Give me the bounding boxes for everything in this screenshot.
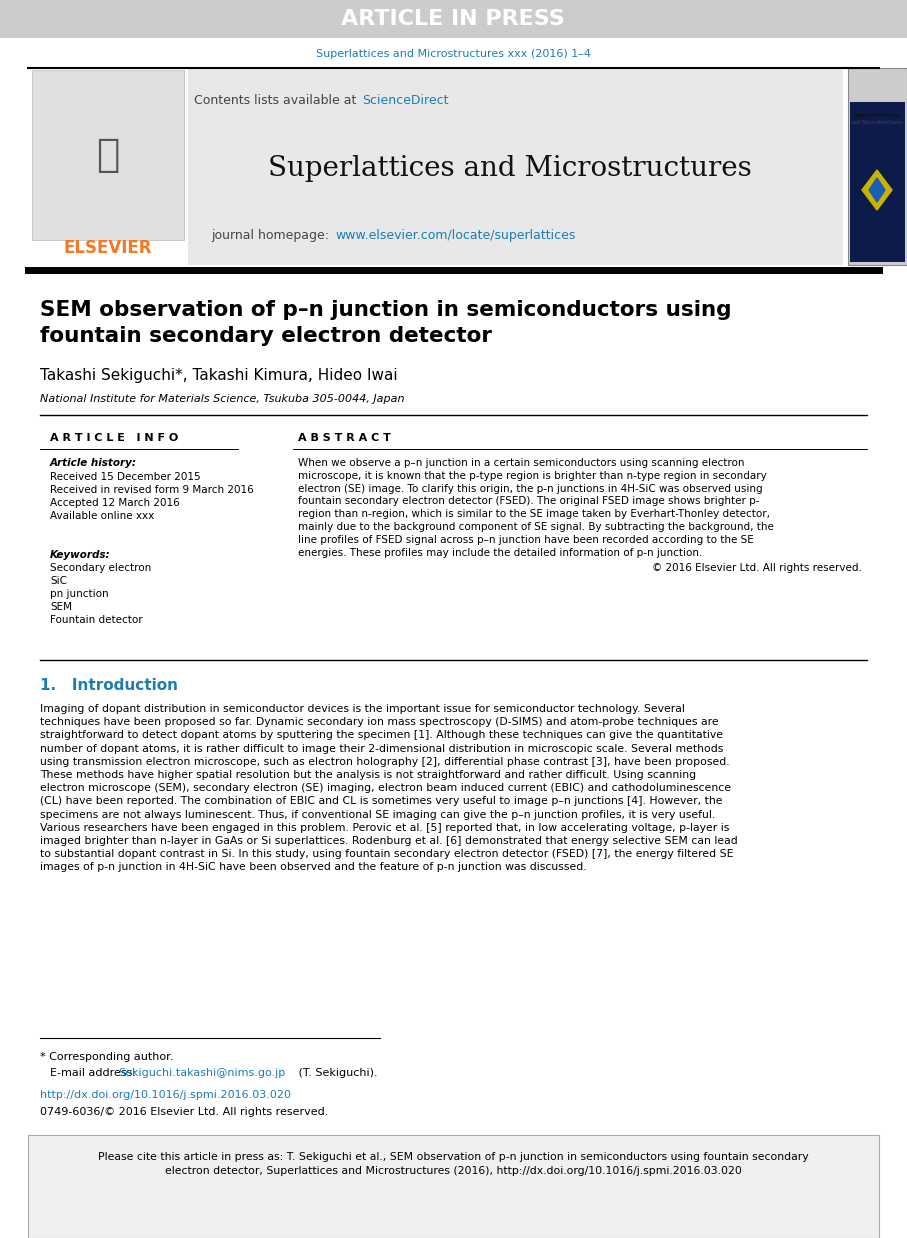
Text: These methods have higher spatial resolution but the analysis is not straightfor: These methods have higher spatial resolu… [40,770,697,780]
Bar [0,0,907,38]
Text: ARTICLE IN PRESS: ARTICLE IN PRESS [341,9,565,28]
Text: A R T I C L E   I N F O: A R T I C L E I N F O [50,433,179,443]
Text: energies. These profiles may include the detailed information of p-n junction.: energies. These profiles may include the… [298,547,702,557]
Bar [28,1135,879,1238]
Text: Contents lists available at: Contents lists available at [193,94,360,106]
Text: When we observe a p–n junction in a certain semiconductors using scanning electr: When we observe a p–n junction in a cert… [298,458,745,468]
Text: A B S T R A C T: A B S T R A C T [298,433,391,443]
Text: fountain secondary electron detector (FSED). The original FSED image shows brigh: fountain secondary electron detector (FS… [298,496,759,506]
Text: SEM: SEM [50,602,72,612]
Bar [28,68,188,265]
Text: Secondary electron: Secondary electron [50,563,151,573]
Text: electron detector, Superlattices and Microstructures (2016), http://dx.doi.org/1: electron detector, Superlattices and Mic… [164,1166,741,1176]
Text: Please cite this article in press as: T. Sekiguchi et al., SEM observation of p-: Please cite this article in press as: T.… [98,1153,808,1162]
Polygon shape [869,178,885,202]
Text: SEM observation of p–n junction in semiconductors using: SEM observation of p–n junction in semic… [40,300,732,319]
Text: ScienceDirect: ScienceDirect [362,94,448,106]
Text: images of p-n junction in 4H-SiC have been observed and the feature of p-n junct: images of p-n junction in 4H-SiC have be… [40,863,587,873]
Text: using transmission electron microscope, such as electron holography [2], differe: using transmission electron microscope, … [40,756,729,766]
Text: Available online xxx: Available online xxx [50,511,154,521]
Text: region than n-region, which is similar to the SE image taken by Everhart-Thonley: region than n-region, which is similar t… [298,509,770,519]
Text: imaged brighter than n-layer in GaAs or Si superlattices. Rodenburg et al. [6] d: imaged brighter than n-layer in GaAs or … [40,836,737,846]
Text: Accepted 12 March 2016: Accepted 12 March 2016 [50,498,180,508]
Bar [32,71,184,240]
Text: SiC: SiC [50,576,67,586]
Text: (CL) have been reported. The combination of EBIC and CL is sometimes very useful: (CL) have been reported. The combination… [40,796,723,806]
Text: specimens are not always luminescent. Thus, if conventional SE imaging can give : specimens are not always luminescent. Th… [40,810,716,820]
Text: Imaging of dopant distribution in semiconductor devices is the important issue f: Imaging of dopant distribution in semico… [40,704,685,714]
Text: number of dopant atoms, it is rather difficult to image their 2-dimensional dist: number of dopant atoms, it is rather dif… [40,744,724,754]
Bar [848,68,907,265]
Text: Superlattices and Microstructures: Superlattices and Microstructures [268,155,752,182]
Text: fountain secondary electron detector: fountain secondary electron detector [40,326,492,345]
Text: Received in revised form 9 March 2016: Received in revised form 9 March 2016 [50,485,254,495]
Text: Superlattices: Superlattices [853,113,901,118]
Text: Takashi Sekiguchi*, Takashi Kimura, Hideo Iwai: Takashi Sekiguchi*, Takashi Kimura, Hide… [40,368,397,383]
Polygon shape [862,170,892,210]
Text: * Corresponding author.: * Corresponding author. [40,1052,173,1062]
Text: National Institute for Materials Science, Tsukuba 305-0044, Japan: National Institute for Materials Science… [40,394,405,404]
Text: 1.   Introduction: 1. Introduction [40,678,178,693]
Text: www.elsevier.com/locate/superlattices: www.elsevier.com/locate/superlattices [335,229,575,241]
Text: microscope, it is known that the p-type region is brighter than n-type region in: microscope, it is known that the p-type … [298,470,766,480]
Text: E-mail address:: E-mail address: [50,1068,140,1078]
Text: Sekiguchi.takashi@nims.go.jp: Sekiguchi.takashi@nims.go.jp [118,1068,285,1078]
Bar [188,68,843,265]
Text: journal homepage:: journal homepage: [211,229,333,241]
Bar [850,102,905,262]
Text: http://dx.doi.org/10.1016/j.spmi.2016.03.020: http://dx.doi.org/10.1016/j.spmi.2016.03… [40,1089,291,1101]
Text: techniques have been proposed so far. Dynamic secondary ion mass spectroscopy (D: techniques have been proposed so far. Dy… [40,717,718,727]
Text: pn junction: pn junction [50,589,109,599]
Text: Article history:: Article history: [50,458,137,468]
Text: and Microstructures: and Microstructures [852,120,902,125]
Text: Keywords:: Keywords: [50,550,111,560]
Text: ELSEVIER: ELSEVIER [63,239,152,258]
Text: to substantial dopant contrast in Si. In this study, using fountain secondary el: to substantial dopant contrast in Si. In… [40,849,734,859]
Text: Received 15 December 2015: Received 15 December 2015 [50,472,200,482]
Text: electron microscope (SEM), secondary electron (SE) imaging, electron beam induce: electron microscope (SEM), secondary ele… [40,784,731,794]
Text: Superlattices and Microstructures xxx (2016) 1–4: Superlattices and Microstructures xxx (2… [316,50,590,59]
Text: 🌳: 🌳 [96,136,120,175]
Text: line profiles of FSED signal across p–n junction have been recorded according to: line profiles of FSED signal across p–n … [298,535,754,545]
Text: mainly due to the background component of SE signal. By subtracting the backgrou: mainly due to the background component o… [298,522,774,532]
Text: Various researchers have been engaged in this problem. Perovic et al. [5] report: Various researchers have been engaged in… [40,823,729,833]
Text: © 2016 Elsevier Ltd. All rights reserved.: © 2016 Elsevier Ltd. All rights reserved… [652,563,862,573]
Text: straightforward to detect dopant atoms by sputtering the specimen [1]. Although : straightforward to detect dopant atoms b… [40,730,723,740]
Text: electron (SE) image. To clarify this origin, the p-n junctions in 4H-SiC was obs: electron (SE) image. To clarify this ori… [298,484,763,494]
Text: Fountain detector: Fountain detector [50,615,142,625]
Text: (T. Sekiguchi).: (T. Sekiguchi). [295,1068,377,1078]
Text: 0749-6036/© 2016 Elsevier Ltd. All rights reserved.: 0749-6036/© 2016 Elsevier Ltd. All right… [40,1107,328,1117]
